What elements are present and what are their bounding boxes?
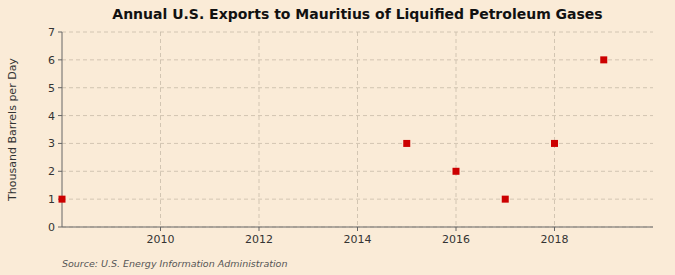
y-tick-label: 2 bbox=[48, 165, 55, 178]
x-tick bbox=[554, 227, 555, 231]
y-tick bbox=[58, 87, 62, 88]
y-tick-label: 0 bbox=[48, 221, 55, 234]
x-tick-label: 2010 bbox=[147, 233, 175, 246]
point bbox=[600, 56, 607, 63]
y-tick bbox=[58, 59, 62, 60]
chart-svg: 2010 2012 2014 2016 2018 0 1 2 3 4 5 6 7 Annual U.S. … bbox=[0, 0, 675, 275]
y-tick-label: 6 bbox=[48, 54, 55, 67]
source-annotation: Source: U.S. Energy Information Administ… bbox=[62, 258, 287, 269]
points bbox=[59, 56, 608, 202]
grid-line-x bbox=[259, 32, 260, 227]
grid-line-x bbox=[160, 32, 161, 227]
y-tick-label: 4 bbox=[48, 110, 55, 123]
y-tick-label: 3 bbox=[48, 137, 55, 150]
chart-container: 2010 2012 2014 2016 2018 0 1 2 3 4 5 6 7 Annual U.S. … bbox=[0, 0, 675, 275]
x-tick bbox=[259, 227, 260, 231]
point bbox=[551, 140, 558, 147]
point bbox=[403, 140, 410, 147]
x-tick-label: 2014 bbox=[344, 233, 372, 246]
y-tick-label: 1 bbox=[48, 193, 55, 206]
grid-line-y bbox=[62, 115, 653, 116]
grid bbox=[62, 32, 653, 227]
grid-line-y bbox=[62, 171, 653, 172]
x-tick bbox=[357, 227, 358, 231]
axes: 2010 2012 2014 2016 2018 0 1 2 3 4 5 6 7 bbox=[48, 26, 653, 246]
x-tick-label: 2016 bbox=[442, 233, 470, 246]
grid-line-y bbox=[62, 143, 653, 144]
y-tick bbox=[58, 32, 62, 33]
point bbox=[59, 196, 66, 203]
grid-line-x bbox=[456, 32, 457, 227]
x-tick bbox=[160, 227, 161, 231]
x-tick bbox=[456, 227, 457, 231]
x-tick-label: 2018 bbox=[541, 233, 569, 246]
x-tick-label: 2012 bbox=[245, 233, 273, 246]
point bbox=[453, 168, 460, 175]
y-axis-label: Thousand Barrels per Day bbox=[6, 58, 19, 202]
grid-line-y bbox=[62, 199, 653, 200]
y-tick-label: 5 bbox=[48, 82, 55, 95]
y-tick-label: 7 bbox=[48, 26, 55, 39]
y-tick bbox=[58, 171, 62, 172]
y-tick bbox=[58, 227, 62, 228]
y-tick bbox=[58, 115, 62, 116]
title: Annual U.S. Exports to Mauritius of Liqu… bbox=[112, 6, 602, 22]
y-tick bbox=[58, 143, 62, 144]
point bbox=[502, 196, 509, 203]
grid-line-x bbox=[357, 32, 358, 227]
grid-line-x bbox=[554, 32, 555, 227]
